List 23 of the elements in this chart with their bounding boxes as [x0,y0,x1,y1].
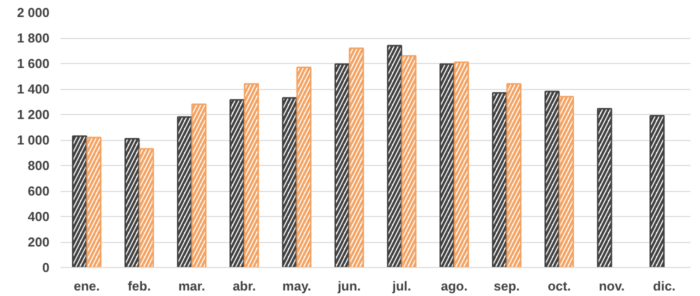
x-tick-label: feb. [128,278,151,294]
y-tick-label: 400 [28,209,50,224]
x-tick-label: mar. [178,278,206,294]
x-tick-label: may. [282,278,312,294]
y-tick-label: 1 800 [16,30,50,46]
x-tick-label: jul. [391,278,412,294]
y-tick-label: 0 [42,260,50,275]
x-tick-label: dic. [653,278,676,294]
x-tick-label: oct. [548,278,571,294]
y-tick-label: 1 400 [16,82,50,96]
y-tick-label: 200 [28,234,50,250]
y-tick-label: 800 [28,158,50,173]
y-tick-label: 2 000 [16,5,50,20]
x-tick-label: sep. [494,278,520,294]
x-tick-label: jun. [336,278,361,294]
y-tick-label: 600 [28,184,50,198]
y-tick-label: 1 200 [16,107,50,122]
x-tick-label: nov. [598,278,625,294]
y-tick-label: 1 600 [16,56,50,71]
x-tick-label: ene. [74,278,100,294]
y-tick-label: 1 000 [16,132,50,148]
x-tick-label: ago. [440,278,468,294]
x-tick-label: abr. [232,278,256,294]
